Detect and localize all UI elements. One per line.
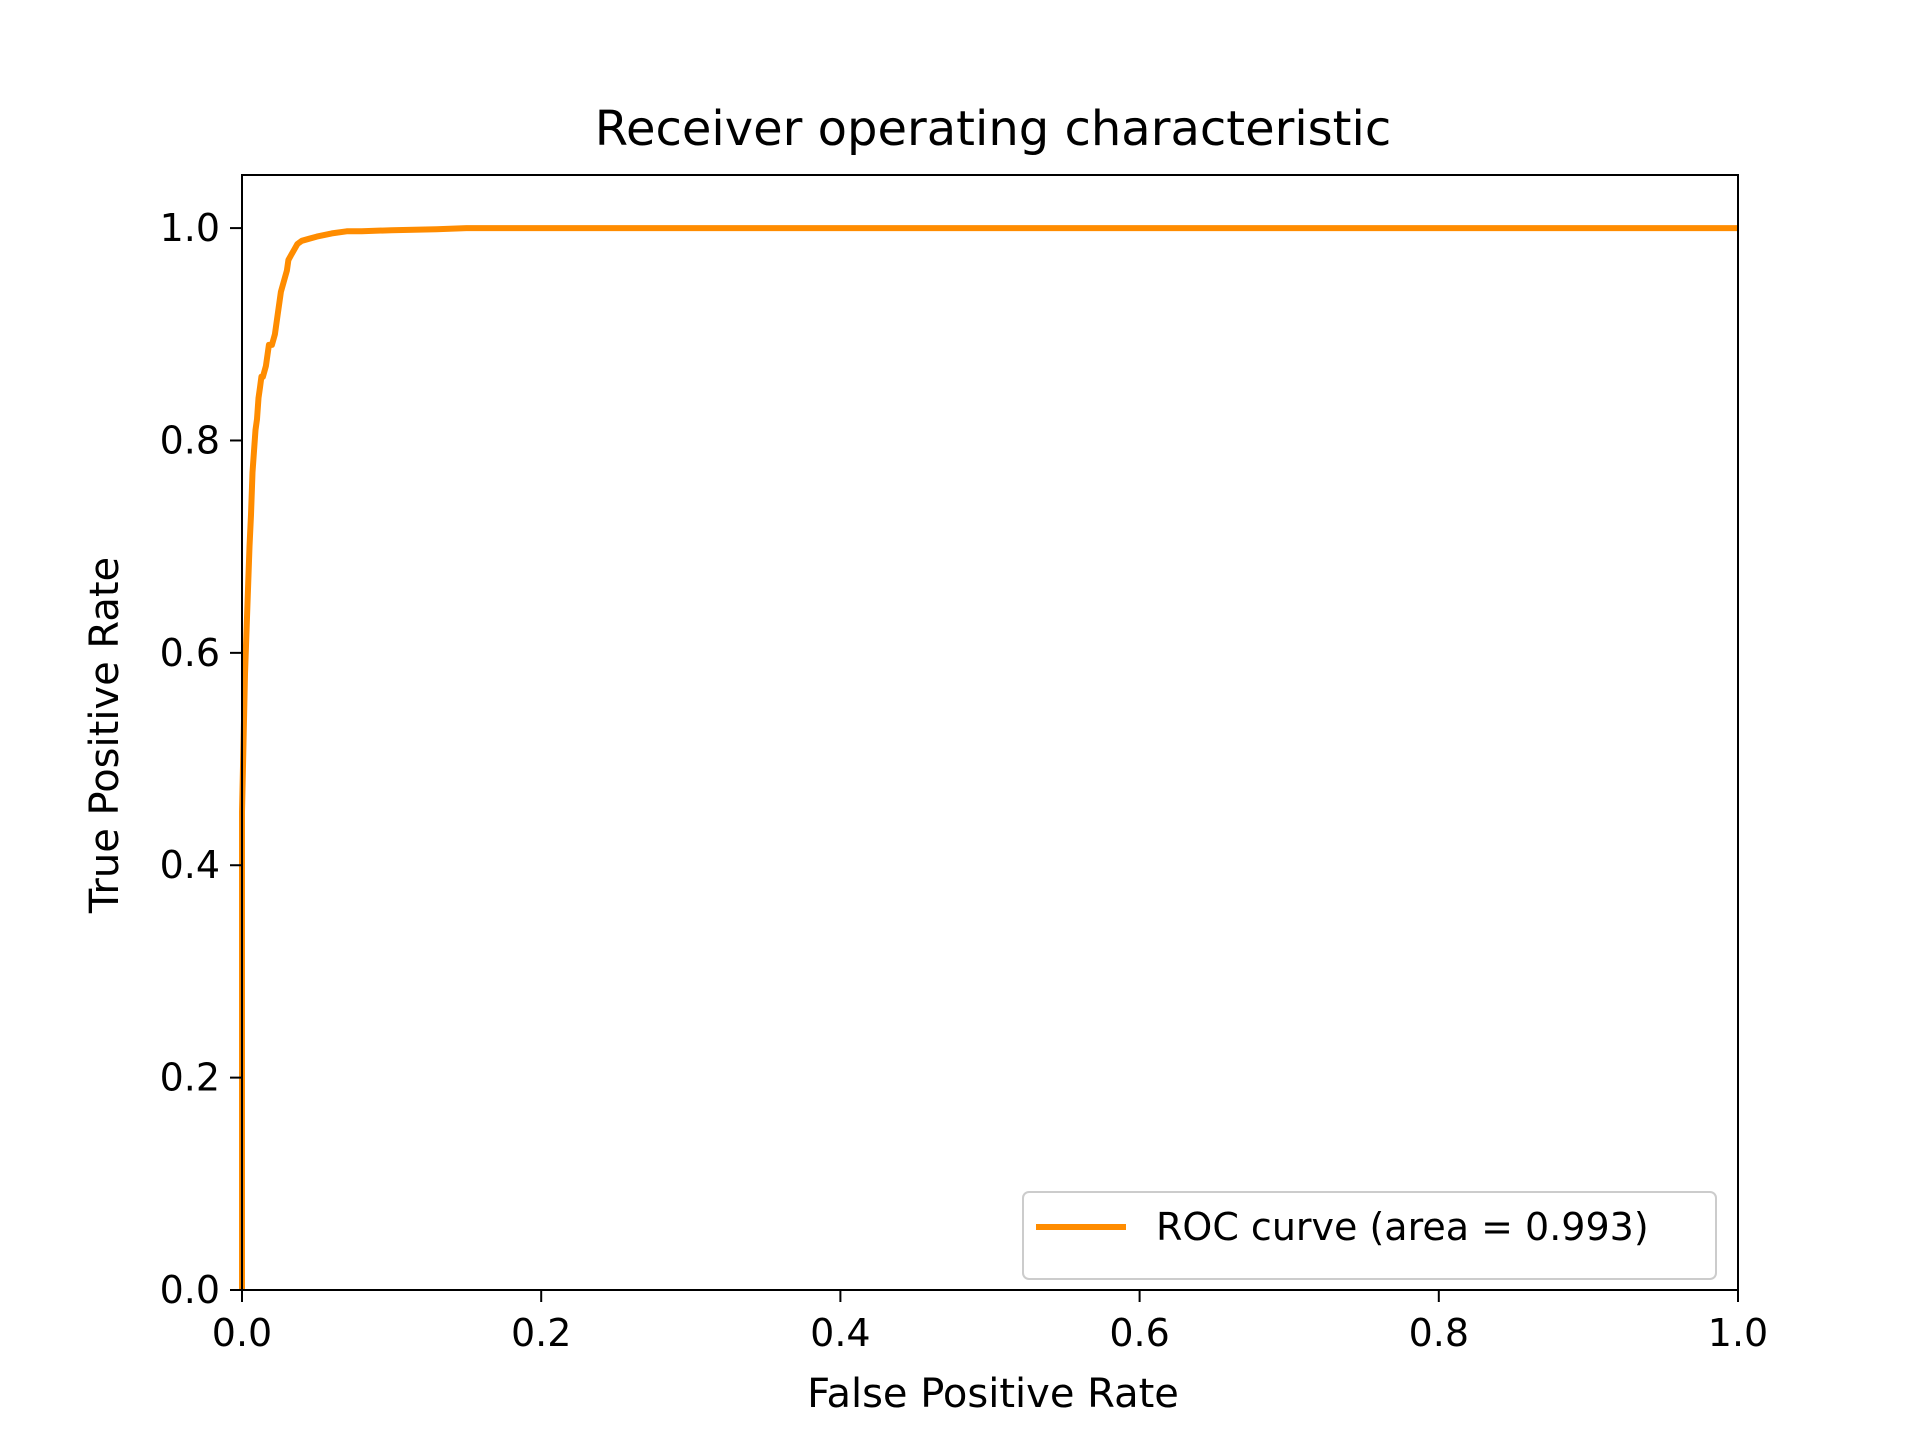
chart-title: Receiver operating characteristic (595, 101, 1391, 157)
y-tick-label: 0.8 (160, 418, 220, 462)
legend-label: ROC curve (area = 0.993) (1156, 1205, 1649, 1249)
y-tick-label: 0.0 (160, 1268, 220, 1312)
y-axis-ticks: 0.0 0.2 0.4 0.6 0.8 1.0 (160, 206, 242, 1312)
x-tick-label: 0.2 (511, 1311, 571, 1355)
x-axis-label: False Positive Rate (807, 1371, 1179, 1417)
y-tick-label: 0.6 (160, 631, 220, 675)
y-tick-label: 1.0 (160, 206, 220, 250)
y-tick-label: 0.2 (160, 1056, 220, 1100)
plot-area (239, 174, 1739, 1291)
x-tick-label: 0.6 (1109, 1311, 1169, 1355)
x-tick-label: 0.0 (212, 1311, 272, 1355)
x-tick-label: 0.4 (810, 1311, 870, 1355)
x-axis-ticks: 0.0 0.2 0.4 0.6 0.8 1.0 (212, 1290, 1768, 1355)
legend: ROC curve (area = 0.993) (1022, 1191, 1717, 1280)
series-line-roc-curve (239, 225, 1738, 1290)
y-tick-label: 0.4 (160, 843, 220, 887)
plot-frame (241, 174, 1739, 1291)
x-tick-label: 0.8 (1409, 1311, 1469, 1355)
x-tick-label: 1.0 (1708, 1311, 1768, 1355)
y-axis-label: True Positive Rate (82, 557, 128, 914)
legend-box (1022, 1191, 1717, 1280)
